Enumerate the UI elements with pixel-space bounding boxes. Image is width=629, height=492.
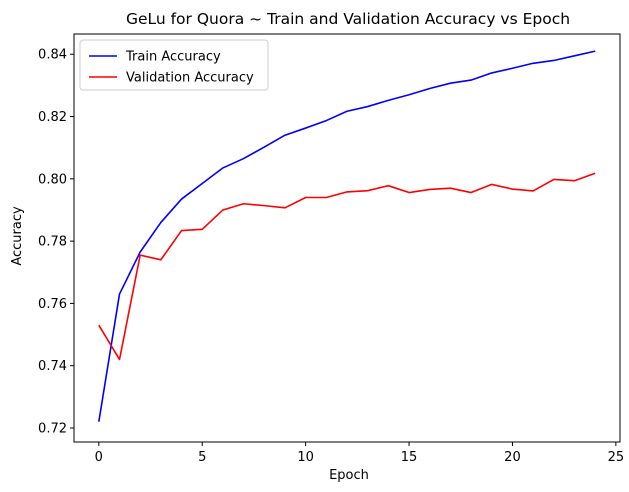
y-axis-ticks: 0.72 0.74 0.76 0.78 0.80 0.82 0.84: [38, 48, 74, 436]
series-line-train-accuracy: [98, 50, 596, 422]
y-tick-label: 0.74: [38, 359, 67, 374]
y-tick-label: 0.72: [38, 421, 67, 436]
legend-box: [79, 39, 269, 91]
y-tick-label: 0.82: [38, 110, 67, 125]
x-tick-label: 25: [608, 450, 625, 465]
series-line-validation-accuracy: [98, 172, 596, 361]
legend-label-validation-accuracy: Validation Accuracy: [126, 71, 254, 86]
legend-label-train-accuracy: Train Accuracy: [125, 50, 221, 65]
x-tick-label: 20: [504, 450, 521, 465]
y-tick-label: 0.78: [38, 235, 67, 250]
plot-area: 0 5 10 15 20 25 0.72 0.74 0.76 0.78 0.80 0.82 0.84: [38, 33, 624, 465]
chart-title: GeLu for Quora ~ Train and Validation Ac…: [126, 10, 570, 28]
x-tick-label: 5: [198, 450, 206, 465]
x-tick-label: 10: [297, 450, 314, 465]
x-tick-label: 15: [401, 450, 418, 465]
y-tick-label: 0.80: [38, 172, 67, 187]
legend: Train Accuracy Validation Accuracy: [79, 39, 269, 91]
x-axis-label: Epoch: [329, 468, 369, 483]
x-tick-label: 0: [95, 450, 103, 465]
axes-frame: [73, 33, 621, 443]
y-tick-label: 0.76: [38, 297, 67, 312]
x-axis-ticks: 0 5 10 15 20 25: [95, 442, 624, 465]
series-layer: [98, 50, 596, 422]
y-axis-label: Accuracy: [10, 206, 25, 266]
y-tick-label: 0.84: [38, 48, 67, 63]
